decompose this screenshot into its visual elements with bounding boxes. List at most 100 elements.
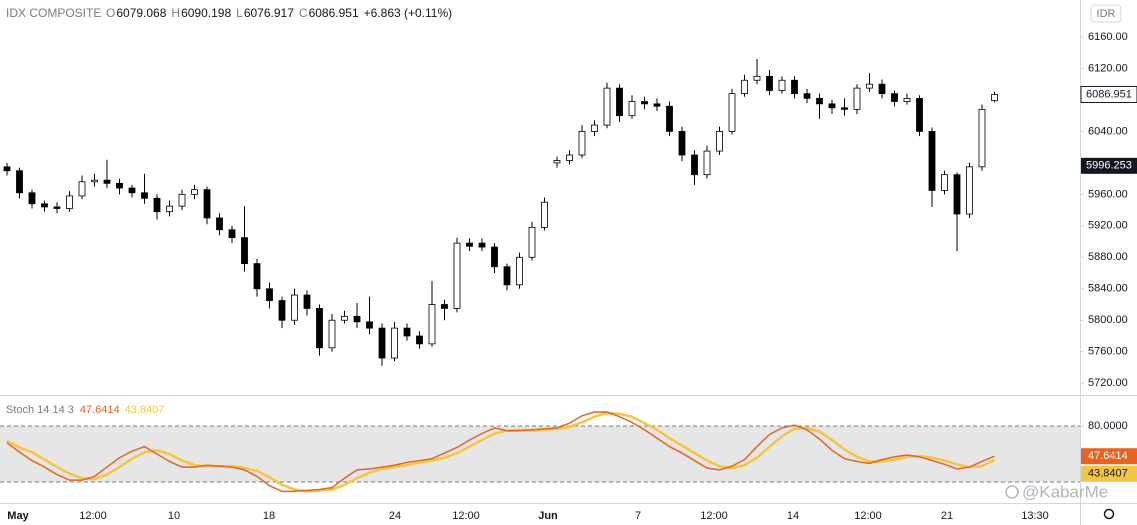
candle-body [953, 174, 961, 215]
watermark: @KabarMe [1022, 482, 1108, 501]
candle-body [666, 105, 673, 132]
price-badge-label: 6086.951 [1086, 88, 1132, 100]
ohlc-value: 6086.951 [309, 6, 359, 20]
candle-body [66, 195, 73, 209]
candle-body [453, 242, 461, 309]
candle-body [878, 83, 886, 95]
candle-body [541, 201, 548, 228]
candle-body [366, 321, 373, 329]
candle-body [678, 131, 686, 156]
currency[interactable]: IDR [1097, 8, 1116, 20]
ohlc-key: C [299, 6, 308, 20]
currency-button[interactable] [1090, 4, 1122, 23]
y-tick-label: 5920.00 [1088, 220, 1128, 232]
candle-body [591, 124, 598, 132]
y-tick-label: 5800.00 [1088, 314, 1128, 326]
candle-body [528, 227, 536, 258]
ohlc-key: L [236, 6, 243, 20]
candle-body [691, 154, 698, 176]
y-tick-label: 6120.00 [1088, 62, 1128, 74]
candle-body [716, 131, 723, 152]
gear[interactable] [1103, 508, 1115, 520]
candle-body [728, 93, 736, 132]
candle-body [791, 79, 798, 95]
y-tick-label: 6040.00 [1088, 125, 1128, 137]
x-tick-label: 24 [389, 510, 401, 522]
x-tick-label: 12:00 [79, 510, 107, 522]
y-tick-label: 5760.00 [1088, 346, 1128, 358]
candle-body [753, 75, 761, 81]
candle-body [516, 256, 523, 286]
candle-body [841, 107, 848, 110]
candle-body [103, 179, 111, 184]
y-tick-label: 5720.00 [1088, 377, 1128, 389]
change: +6.863 (+0.11%) [364, 6, 453, 20]
candle-body [16, 170, 23, 194]
candle-body [266, 288, 273, 301]
indicator-value: 47.6414 [80, 404, 120, 416]
x-tick-label: 12:00 [452, 510, 480, 522]
y-tick-label: 5960.00 [1088, 188, 1128, 200]
candle-body [53, 206, 61, 209]
candle-body [41, 203, 48, 208]
candle-body [616, 87, 623, 117]
candle-body [903, 97, 911, 102]
indicator-title: Stoch 14 14 3 [6, 404, 74, 416]
candle-body [391, 327, 398, 359]
indicator-value: 43.8407 [125, 404, 165, 416]
candle-body [278, 300, 286, 321]
x-tick-label: 14 [787, 510, 799, 522]
candle-body [891, 93, 898, 102]
candle-body [628, 101, 636, 117]
candle-body [766, 75, 773, 91]
candle-body [28, 192, 36, 205]
candle-body [441, 304, 448, 309]
candle-body [928, 131, 936, 191]
candle-body [741, 79, 748, 95]
price-badge-label: 5996.253 [1086, 160, 1132, 172]
candle-body [353, 315, 361, 323]
candle-body [941, 174, 948, 191]
candle-body [828, 103, 836, 109]
candle-body [178, 193, 186, 207]
candle-body [403, 327, 411, 337]
candle-body [316, 308, 323, 349]
candle-body [966, 166, 973, 215]
candle-body [291, 294, 298, 321]
candle-body [128, 187, 136, 194]
candle-body [466, 242, 473, 247]
candle-body [153, 197, 161, 213]
candle-body [341, 315, 348, 321]
x-tick-label: 12:00 [700, 510, 728, 522]
candle-body [78, 181, 86, 197]
candle-body [166, 205, 173, 213]
value-badge [1081, 465, 1137, 482]
candle-body [253, 263, 261, 290]
x-tick-label: 21 [941, 510, 953, 522]
candle-body [303, 294, 311, 309]
candle-body [241, 237, 248, 264]
candle-body [703, 150, 711, 176]
stoch-line [6, 411, 995, 493]
candle-body [228, 229, 236, 239]
candle-body [991, 94, 998, 102]
ohlc-key: H [171, 6, 180, 20]
candle-body [116, 182, 123, 189]
candle-body [916, 97, 923, 132]
candle-body [653, 103, 661, 107]
y-tick-label: 5840.00 [1088, 283, 1128, 295]
candle-body [603, 87, 611, 126]
x-tick-label: 12:00 [854, 510, 882, 522]
x-tick-label: Jun [538, 510, 558, 522]
candle-body [803, 93, 811, 99]
x-tick-label: 10 [168, 510, 180, 522]
header: IDX COMPOSITE O 6079.068 H 6090.198 L 6076.91… [6, 6, 452, 20]
settings-icon[interactable] [1103, 508, 1115, 520]
candle-body [503, 266, 511, 286]
y-tick-label: 6160.00 [1088, 31, 1128, 43]
candle-body [566, 154, 573, 161]
ohlc-key: O [106, 6, 115, 20]
candle-body [853, 87, 861, 110]
value-badge-label: 47.6414 [1088, 450, 1128, 462]
